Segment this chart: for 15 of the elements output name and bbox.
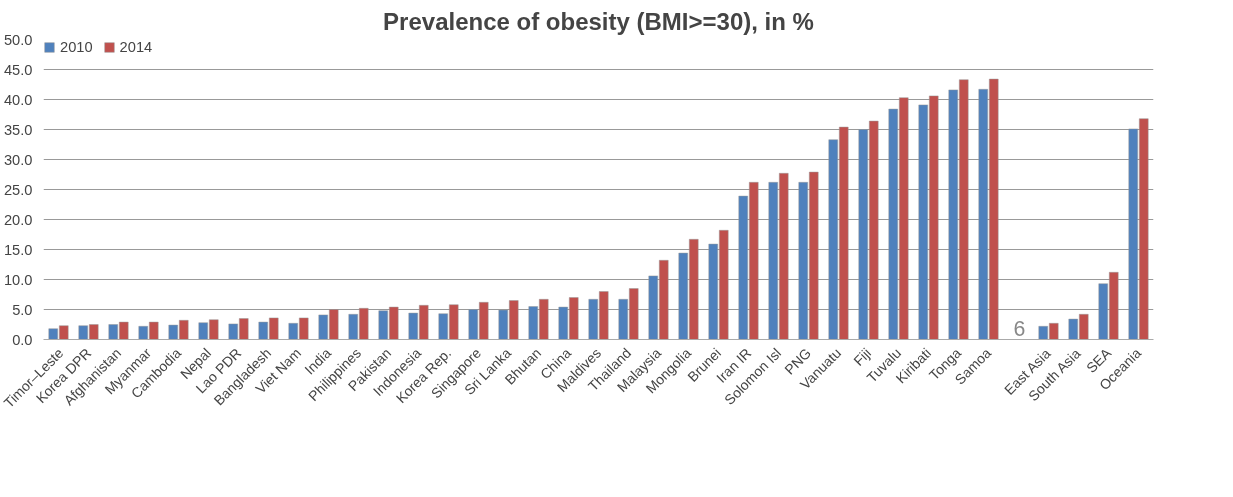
y-tick-label: 45.0	[3, 61, 33, 78]
y-tick-label: 0.0	[12, 331, 33, 348]
y-tick-label: 35.0	[3, 121, 33, 138]
chart-title: Prevalence of obesity (BMI>=30), in %	[383, 7, 814, 35]
y-tick-label: 30.0	[3, 151, 33, 168]
y-tick-label: 40.0	[3, 91, 33, 108]
y-tick-label: 25.0	[3, 181, 33, 198]
annotation: 6	[1013, 316, 1026, 341]
y-tick-label: 15.0	[3, 241, 33, 258]
y-tick-label: 5.0	[12, 301, 33, 318]
legend-label: 2010	[60, 39, 93, 55]
legend-label: 2014	[119, 39, 153, 55]
y-tick-label: 50.0	[3, 31, 33, 48]
y-tick-label: 10.0	[3, 271, 33, 288]
y-tick-label: 20.0	[3, 211, 33, 228]
